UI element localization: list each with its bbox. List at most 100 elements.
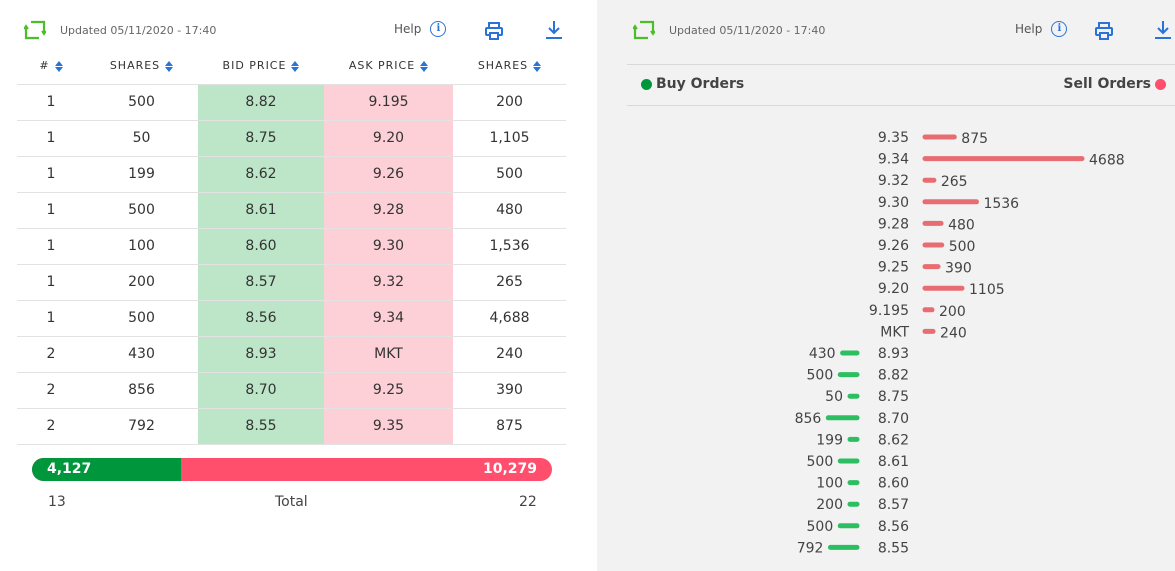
column-header-bid-shares[interactable]: SHARES xyxy=(85,48,198,84)
row-count-cell: 1 xyxy=(17,120,85,157)
sell-dot-icon xyxy=(1155,78,1166,90)
buy-volume-label: 792 xyxy=(797,540,824,556)
sell-price-label: 9.35 xyxy=(878,130,909,146)
buy-price-label: 8.60 xyxy=(878,476,909,492)
ask-shares-cell: 1,536 xyxy=(453,228,566,265)
sell-price-label: 9.20 xyxy=(878,281,909,297)
ask-shares-cell: 200 xyxy=(453,84,566,121)
table-row: 2 792 8.55 9.35 875 xyxy=(17,408,566,445)
bid-price-cell: 8.75 xyxy=(198,120,324,157)
buy-volume-label: 500 xyxy=(807,368,834,384)
sell-price-label: 9.26 xyxy=(878,238,909,254)
column-header-ask-price[interactable]: ASK PRICE xyxy=(324,48,453,84)
right-toolbar: Updated 05/11/2020 - 17:40 xyxy=(633,16,825,44)
sort-icon[interactable] xyxy=(291,60,300,72)
row-count-cell: 1 xyxy=(17,264,85,301)
sell-legend: Sell Orders xyxy=(1063,76,1166,92)
divider xyxy=(627,105,1175,106)
ask-price-cell: 9.32 xyxy=(324,264,453,301)
bid-price-cell: 8.70 xyxy=(198,372,324,409)
buy-price-label: 8.56 xyxy=(878,519,909,535)
bid-price-cell: 8.61 xyxy=(198,192,324,229)
buy-volume-label: 856 xyxy=(795,411,822,427)
ask-price-cell: 9.28 xyxy=(324,192,453,229)
sell-price-label: 9.34 xyxy=(878,152,909,168)
info-icon: i xyxy=(430,21,447,37)
sell-legend-label: Sell Orders xyxy=(1063,76,1151,92)
buy-price-label: 8.55 xyxy=(878,540,909,556)
print-icon[interactable] xyxy=(1094,21,1114,41)
ask-shares-cell: 390 xyxy=(453,372,566,409)
ask-shares-cell: 1,105 xyxy=(453,120,566,157)
sell-volume-label: 265 xyxy=(941,174,968,190)
table-header-row: # SHARES BID PRICE ASK PRICE SHARES xyxy=(17,48,566,84)
print-icon[interactable] xyxy=(484,21,504,41)
depth-chart-panel: Updated 05/11/2020 - 17:40 Help i Buy Or… xyxy=(597,0,1175,571)
sort-icon[interactable] xyxy=(533,60,542,72)
help-label: Help xyxy=(394,22,422,36)
sell-volume-label: 480 xyxy=(948,217,975,233)
ask-shares-cell: 265 xyxy=(453,264,566,301)
sort-icon[interactable] xyxy=(165,60,174,72)
row-count-cell: 2 xyxy=(17,336,85,373)
ask-shares-cell: 480 xyxy=(453,192,566,229)
ask-price-cell: 9.20 xyxy=(324,120,453,157)
download-icon[interactable] xyxy=(1153,20,1173,40)
refresh-icon[interactable] xyxy=(633,19,655,41)
updated-timestamp: Updated 05/11/2020 - 17:40 xyxy=(669,23,826,37)
order-book-table-panel: Updated 05/11/2020 - 17:40 Help i # SHAR… xyxy=(17,16,566,510)
table-row: 1 500 8.56 9.34 4,688 xyxy=(17,300,566,337)
row-count-cell: 1 xyxy=(17,84,85,121)
refresh-icon[interactable] xyxy=(24,19,46,41)
ask-shares-cell: 240 xyxy=(453,336,566,373)
buy-order-count: 13 xyxy=(48,494,66,510)
buy-legend-label: Buy Orders xyxy=(656,76,745,92)
total-label: Total xyxy=(275,494,308,510)
bid-shares-cell: 500 xyxy=(85,192,198,229)
order-book-table: # SHARES BID PRICE ASK PRICE SHARES 1 500… xyxy=(17,48,566,445)
column-header-count[interactable]: # xyxy=(17,48,85,84)
sell-volume-label: 1536 xyxy=(983,196,1019,212)
buy-legend: Buy Orders xyxy=(641,76,744,92)
ask-price-cell: 9.35 xyxy=(324,408,453,445)
bid-shares-cell: 500 xyxy=(85,300,198,337)
sort-icon[interactable] xyxy=(420,60,429,72)
column-header-ask-shares[interactable]: SHARES xyxy=(453,48,566,84)
sort-icon[interactable] xyxy=(54,60,63,72)
buy-price-label: 8.61 xyxy=(878,454,909,470)
sell-volume-label: 875 xyxy=(961,131,988,147)
sell-price-label: 9.30 xyxy=(878,195,909,211)
download-icon[interactable] xyxy=(544,20,564,40)
ask-price-cell: 9.34 xyxy=(324,300,453,337)
bid-price-cell: 8.56 xyxy=(198,300,324,337)
table-row: 1 50 8.75 9.20 1,105 xyxy=(17,120,566,157)
sell-volume-label: 390 xyxy=(945,261,972,277)
buy-volume-label: 100 xyxy=(816,476,843,492)
sell-price-label: MKT xyxy=(880,324,909,340)
bid-price-cell: 8.55 xyxy=(198,408,324,445)
row-count-cell: 1 xyxy=(17,192,85,229)
column-header-bid-price[interactable]: BID PRICE xyxy=(198,48,324,84)
ask-shares-cell: 875 xyxy=(453,408,566,445)
ask-price-cell: 9.195 xyxy=(324,84,453,121)
row-count-cell: 2 xyxy=(17,372,85,409)
buy-volume-label: 500 xyxy=(807,454,834,470)
buy-volume-label: 50 xyxy=(825,389,843,405)
ask-price-cell: MKT xyxy=(324,336,453,373)
sell-volume-label: 200 xyxy=(939,304,966,320)
ask-price-cell: 9.25 xyxy=(324,372,453,409)
table-row: 1 200 8.57 9.32 265 xyxy=(17,264,566,301)
help-link[interactable]: Help i xyxy=(394,21,447,37)
left-toolbar: Updated 05/11/2020 - 17:40 xyxy=(24,16,216,44)
buy-price-label: 8.75 xyxy=(878,389,909,405)
sell-volume-label: 500 xyxy=(949,239,976,255)
bid-shares-cell: 430 xyxy=(85,336,198,373)
ask-shares-cell: 500 xyxy=(453,156,566,193)
row-count-cell: 1 xyxy=(17,228,85,265)
row-count-cell: 1 xyxy=(17,156,85,193)
table-row: 1 100 8.60 9.30 1,536 xyxy=(17,228,566,265)
help-link[interactable]: Help i xyxy=(1015,21,1068,37)
bid-shares-cell: 50 xyxy=(85,120,198,157)
bid-price-cell: 8.57 xyxy=(198,264,324,301)
sell-price-label: 9.28 xyxy=(878,216,909,232)
